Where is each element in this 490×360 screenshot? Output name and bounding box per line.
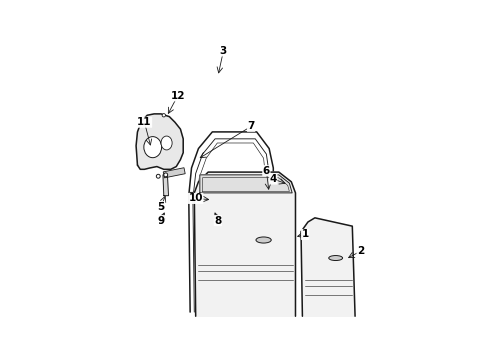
Polygon shape xyxy=(200,175,292,193)
Polygon shape xyxy=(301,218,355,316)
Text: 5: 5 xyxy=(157,202,165,212)
Text: 7: 7 xyxy=(247,121,255,131)
Text: 4: 4 xyxy=(270,174,277,184)
Text: 3: 3 xyxy=(220,46,227,56)
FancyArrow shape xyxy=(163,168,185,178)
Text: 10: 10 xyxy=(189,193,203,203)
Text: 1: 1 xyxy=(301,229,309,239)
Text: 12: 12 xyxy=(171,91,185,101)
Ellipse shape xyxy=(329,256,343,261)
Circle shape xyxy=(164,173,168,177)
Circle shape xyxy=(162,114,166,117)
Text: 9: 9 xyxy=(157,216,165,226)
Text: 11: 11 xyxy=(137,117,151,127)
Text: 8: 8 xyxy=(214,216,221,226)
Ellipse shape xyxy=(144,136,162,158)
Text: 6: 6 xyxy=(263,166,270,176)
Ellipse shape xyxy=(161,136,172,150)
Polygon shape xyxy=(136,114,183,169)
Polygon shape xyxy=(163,175,169,195)
Polygon shape xyxy=(195,172,295,316)
Ellipse shape xyxy=(256,237,271,243)
Text: 2: 2 xyxy=(357,246,364,256)
Circle shape xyxy=(156,174,160,178)
